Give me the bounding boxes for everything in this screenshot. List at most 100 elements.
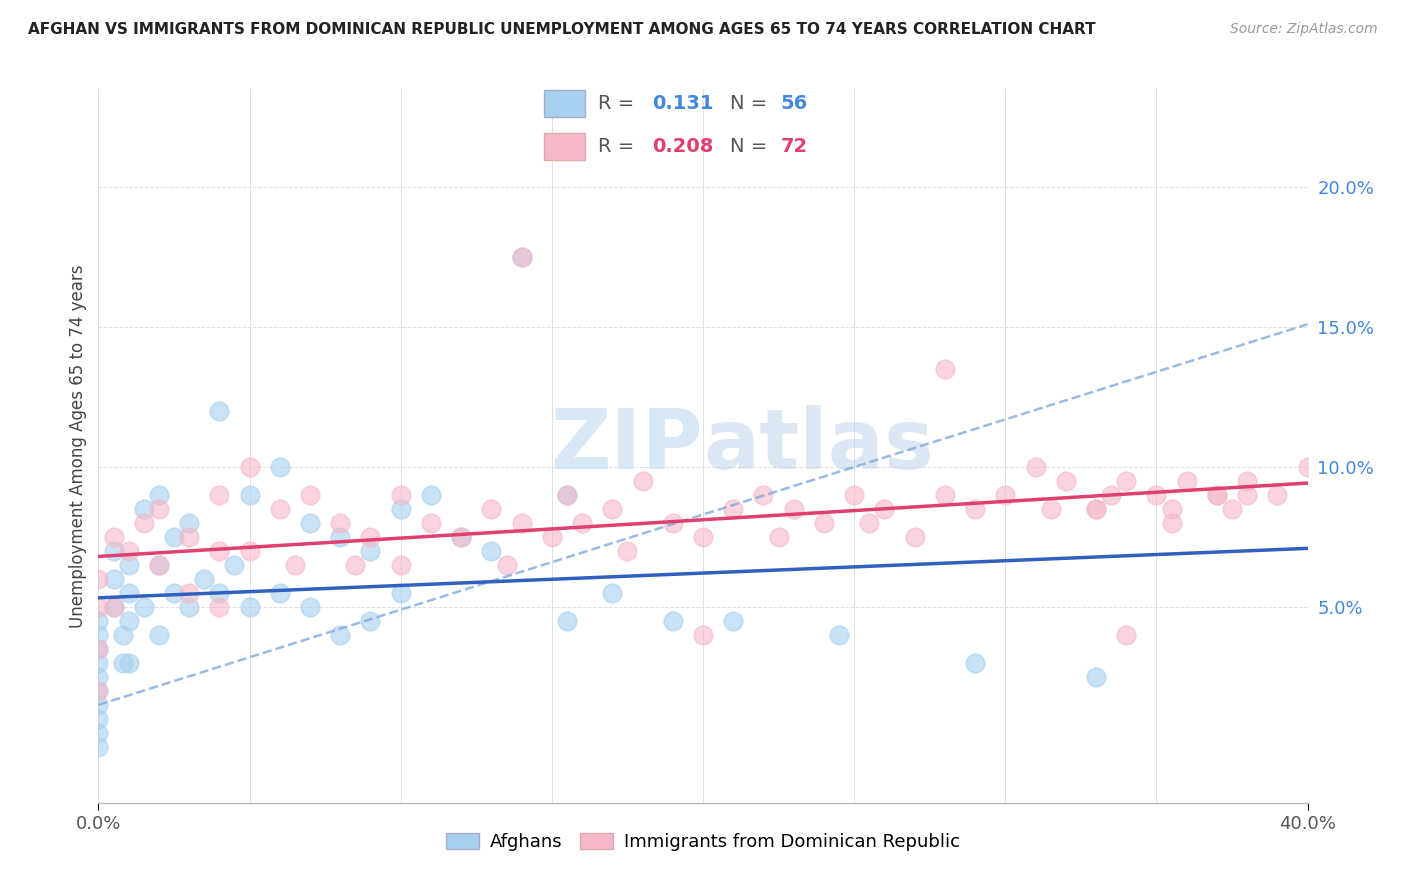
Point [1039,502,1062,516]
Point [87,712,110,726]
Point [540,530,562,544]
Point [87,641,110,656]
Point [858,516,880,530]
Point [934,488,956,502]
Point [631,474,654,488]
Point [148,558,170,572]
Legend: Afghans, Immigrants from Dominican Republic: Afghans, Immigrants from Dominican Repub… [439,825,967,858]
Point [768,530,790,544]
Point [111,628,134,642]
Point [132,516,155,530]
Point [1144,488,1167,502]
Point [329,530,352,544]
Point [1206,488,1229,502]
Point [934,362,956,376]
Point [389,488,412,502]
Point [269,586,291,600]
Point [752,488,775,502]
Point [723,614,745,628]
Point [239,544,262,558]
Point [299,516,322,530]
Point [555,488,578,502]
Point [208,599,231,614]
Point [389,586,412,600]
Point [389,558,412,572]
Point [208,544,231,558]
Point [87,726,110,740]
Text: 0.208: 0.208 [652,136,714,156]
Point [602,502,624,516]
Point [87,572,110,586]
Point [360,544,382,558]
Point [1267,488,1289,502]
Point [111,656,134,670]
Point [329,628,352,642]
Point [118,586,141,600]
Point [571,516,593,530]
Text: 56: 56 [780,94,808,113]
Point [510,250,533,264]
Point [103,599,125,614]
Point [208,488,231,502]
Point [1024,460,1046,475]
Point [1085,502,1108,516]
Point [1160,502,1182,516]
Point [118,558,141,572]
Point [179,586,201,600]
Point [965,656,987,670]
Point [783,502,806,516]
Point [179,530,201,544]
Point [616,544,638,558]
Point [118,544,141,558]
Point [148,628,170,642]
Point [103,572,125,586]
Point [239,599,262,614]
Point [904,530,927,544]
Point [132,502,155,516]
Point [87,684,110,698]
Point [87,614,110,628]
Point [1160,516,1182,530]
Text: atlas: atlas [703,406,934,486]
Point [481,502,503,516]
Point [208,404,231,418]
Point [118,614,141,628]
Text: R =: R = [599,94,641,113]
Point [87,739,110,754]
Point [661,614,683,628]
Bar [544,90,585,117]
Text: 0.131: 0.131 [652,94,714,113]
Point [269,460,291,475]
Point [994,488,1017,502]
Point [692,530,714,544]
Text: AFGHAN VS IMMIGRANTS FROM DOMINICAN REPUBLIC UNEMPLOYMENT AMONG AGES 65 TO 74 YE: AFGHAN VS IMMIGRANTS FROM DOMINICAN REPU… [28,22,1095,37]
Point [389,502,412,516]
Point [284,558,307,572]
Point [510,250,533,264]
Point [87,641,110,656]
Point [1175,474,1198,488]
Point [495,558,517,572]
Point [239,460,262,475]
Text: Source: ZipAtlas.com: Source: ZipAtlas.com [1230,22,1378,37]
Point [1220,502,1243,516]
Point [148,488,170,502]
Point [965,502,987,516]
Point [828,628,851,642]
Point [103,530,125,544]
Point [239,488,262,502]
Text: R =: R = [599,136,641,156]
Point [208,586,231,600]
Point [844,488,866,502]
Point [481,544,503,558]
Point [193,572,215,586]
Point [555,614,578,628]
Point [329,516,352,530]
Point [103,544,125,558]
Point [224,558,246,572]
Text: N =: N = [730,136,773,156]
Point [1206,488,1229,502]
Point [450,530,472,544]
Point [1085,670,1108,684]
Bar [544,133,585,160]
